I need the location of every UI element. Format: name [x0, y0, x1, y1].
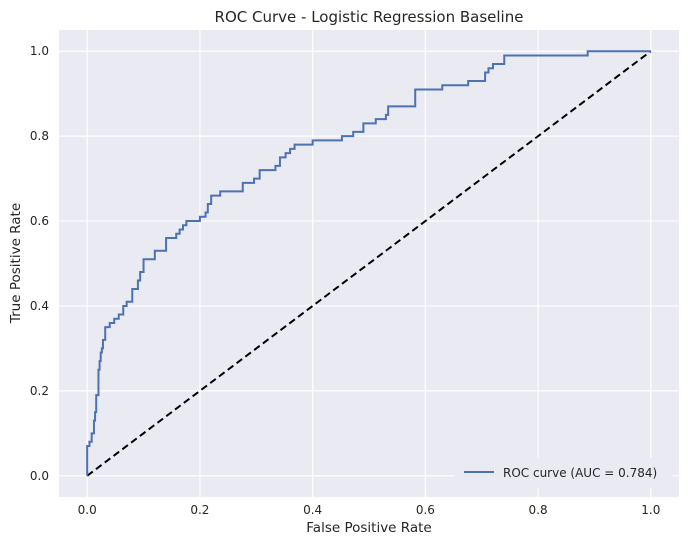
- x-axis-label: False Positive Rate: [306, 520, 431, 536]
- series-layer: [86, 50, 652, 477]
- chart-title: ROC Curve - Logistic Regression Baseline: [215, 8, 524, 26]
- x-tick-label: 0.2: [190, 503, 209, 517]
- y-tick-label: 0.6: [30, 214, 49, 228]
- legend-label-roc: ROC curve (AUC = 0.784): [503, 466, 657, 480]
- legend-box: [454, 457, 673, 489]
- x-tick-label: 0.8: [529, 503, 548, 517]
- x-tick-label: 1.0: [641, 503, 660, 517]
- y-tick-label: 1.0: [30, 44, 49, 58]
- y-tick-label: 0.0: [30, 469, 49, 483]
- y-tick-label: 0.4: [30, 299, 49, 313]
- y-tick-label: 0.8: [30, 129, 49, 143]
- x-tick-label: 0.6: [416, 503, 435, 517]
- x-tick-label: 0.0: [78, 503, 97, 517]
- chance-diagonal-line: [86, 50, 652, 477]
- legend: ROC curve (AUC = 0.784): [454, 457, 673, 489]
- tick-labels: 0.0 0.2 0.4 0.6 0.8 1.0 0.0 0.2 0.4 0.6 0.8 1.0: [30, 44, 660, 517]
- y-tick-label: 0.2: [30, 384, 49, 398]
- x-tick-label: 0.4: [303, 503, 322, 517]
- y-axis-label: True Positive Rate: [8, 203, 24, 324]
- roc-curve-line: [86, 50, 651, 476]
